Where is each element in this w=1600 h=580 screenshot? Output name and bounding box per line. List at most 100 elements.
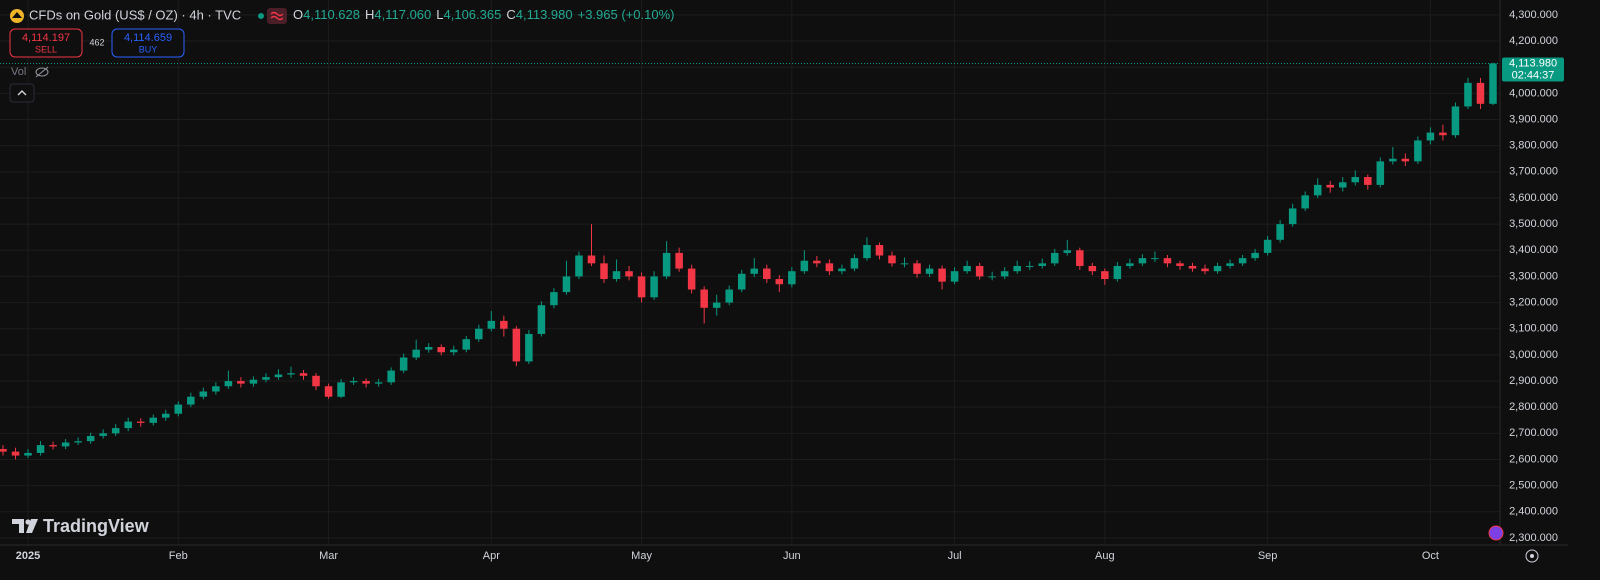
x-tick-label: Aug: [1095, 550, 1115, 562]
buy-label[interactable]: BUY: [139, 44, 158, 54]
logo-part: [26, 519, 38, 533]
sell-box[interactable]: [9, 28, 83, 58]
logo-part: [12, 519, 24, 533]
candle-body: [1389, 158, 1397, 162]
candle-body: [625, 271, 633, 277]
hide-icon[interactable]: [35, 66, 49, 78]
sell-label[interactable]: SELL: [35, 44, 57, 54]
y-tick-label: 3,800.000: [1509, 140, 1558, 152]
news-icon[interactable]: [1488, 525, 1504, 541]
candle-body: [950, 271, 959, 282]
candle-body: [86, 435, 95, 442]
candle-body: [1238, 258, 1247, 264]
y-tick-label: 2,400.000: [1509, 506, 1558, 518]
x-tick-label: May: [631, 550, 652, 562]
candle-body: [174, 404, 183, 414]
candle-body: [813, 260, 821, 264]
y-tick-label: 3,200.000: [1509, 296, 1558, 308]
candle-body: [387, 370, 395, 383]
candle-body: [349, 381, 358, 383]
sell-button[interactable]: 4,114.197 SELL: [9, 28, 83, 58]
candle-body: [274, 374, 283, 378]
eye-slash[interactable]: [35, 66, 49, 78]
candle-body: [1288, 208, 1297, 225]
close-value: 4,113.980: [516, 7, 573, 22]
candle-body: [149, 417, 158, 423]
symbol-icon-glyph: [12, 12, 22, 18]
y-tick-label: 2,800.000: [1509, 401, 1558, 413]
candle-body: [1376, 161, 1385, 185]
candle-body: [1351, 177, 1360, 183]
y-tick-label: 3,700.000: [1509, 166, 1558, 178]
axes: 4,300.0004,200.0004,100.0004,000.0003,90…: [0, 9, 1564, 562]
candle-body: [537, 305, 546, 334]
collapse-chevron[interactable]: [17, 90, 27, 96]
candle-body: [124, 421, 132, 429]
candle-body: [1213, 265, 1222, 272]
y-tick-label: 3,900.000: [1509, 113, 1558, 125]
settings-icon-center[interactable]: [1530, 554, 1534, 558]
candle-body: [1088, 265, 1097, 272]
candle-body: [1439, 132, 1447, 136]
candle-body: [1025, 265, 1034, 267]
candle-body: [224, 381, 233, 387]
x-tick-label: Jun: [783, 550, 801, 562]
y-tick-label: 4,000.000: [1509, 87, 1558, 99]
candle-body: [562, 276, 571, 293]
candle-body: [1201, 268, 1209, 272]
candle-body: [374, 382, 383, 384]
candle-body: [399, 357, 408, 371]
candle-body: [600, 263, 608, 280]
y-tick-label: 3,100.000: [1509, 323, 1558, 335]
candle-body: [462, 339, 471, 350]
candle-body: [337, 382, 345, 397]
candle-body: [1401, 158, 1410, 162]
candle-body: [136, 421, 145, 423]
sell-price[interactable]: 4,114.197: [22, 32, 70, 44]
candle-body: [712, 302, 721, 308]
eye[interactable]: [35, 67, 49, 77]
candle-body: [1013, 265, 1021, 272]
watermark: TradingView: [43, 516, 150, 536]
logo-part: [25, 519, 31, 525]
candle-body: [1251, 252, 1259, 259]
candle-body: [199, 391, 208, 397]
candle-body: [1301, 195, 1309, 209]
candle-body: [1313, 184, 1322, 196]
candle-body: [74, 441, 82, 443]
collapse-box[interactable]: [9, 83, 35, 103]
y-tick-label: 3,400.000: [1509, 244, 1558, 256]
candle-body: [1489, 63, 1497, 104]
settings-icon[interactable]: [1525, 549, 1539, 563]
collapse-button[interactable]: [9, 83, 35, 103]
open-value: 4,110.628: [303, 7, 360, 22]
candle-body: [925, 268, 934, 274]
volume-indicator[interactable]: Vol: [11, 66, 26, 78]
candle-body: [162, 413, 170, 418]
candle-body: [1326, 184, 1334, 188]
y-tick-label: 3,600.000: [1509, 192, 1558, 204]
candle-body: [1063, 250, 1072, 253]
last-price-tag: [1502, 57, 1564, 82]
candle-body: [1276, 224, 1284, 240]
buy-price[interactable]: 4,114.659: [124, 32, 172, 44]
x-tick-label: Oct: [1422, 550, 1439, 562]
candle-body: [750, 268, 759, 274]
buy-button[interactable]: 4,114.659 BUY: [111, 28, 185, 58]
candle-body: [1364, 177, 1372, 185]
candle-body: [500, 320, 508, 329]
buy-box[interactable]: [111, 28, 185, 58]
candle-body: [838, 268, 846, 272]
candle-body: [900, 263, 909, 265]
high-value: 4,117.060: [374, 7, 431, 22]
x-tick-label: Sep: [1258, 550, 1278, 562]
candle-body: [988, 276, 996, 278]
candle-body: [725, 289, 733, 303]
candle-body: [1426, 132, 1435, 141]
candle-body: [99, 433, 107, 436]
candle-body: [550, 292, 558, 306]
y-tick-label: 2,700.000: [1509, 427, 1558, 439]
candle-body: [575, 255, 583, 277]
candle-body: [262, 377, 270, 380]
